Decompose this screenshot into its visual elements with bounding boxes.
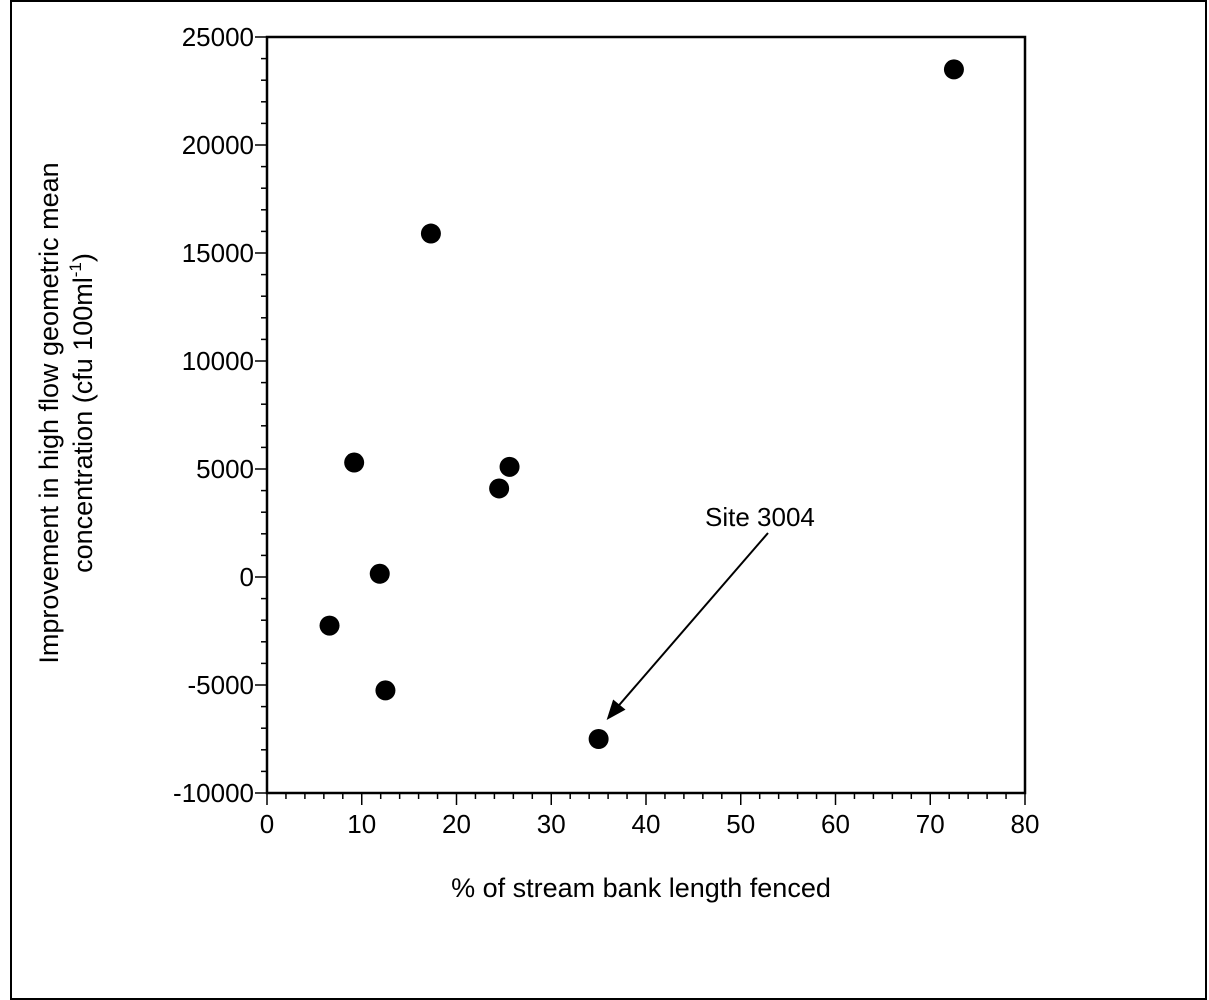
x-axis-tick-labels: 0 10 20 30 40 50 60 70 80	[260, 809, 1040, 839]
data-point	[943, 59, 964, 80]
data-point	[375, 680, 396, 701]
data-point	[588, 729, 609, 749]
y-tick-label: -5000	[188, 670, 255, 700]
y-axis-ticks	[255, 36, 267, 794]
y-tick-label: 0	[240, 562, 254, 592]
y-tick-label: -10000	[173, 778, 254, 808]
y-tick-label: 15000	[182, 238, 254, 268]
data-point	[420, 223, 441, 244]
x-tick-label: 10	[347, 809, 376, 839]
y-axis-title: Improvement in high flow geometric mean …	[34, 162, 98, 663]
y-tick-label: 25000	[182, 22, 254, 52]
data-point	[489, 478, 510, 499]
x-tick-label: 0	[260, 809, 274, 839]
y-axis-tick-labels: -10000 -5000 0 5000 10000 15000 20000 25000	[173, 22, 254, 808]
data-point	[344, 452, 365, 473]
annotation-arrow-line	[613, 532, 769, 712]
x-tick-label: 60	[821, 809, 850, 839]
y-tick-label: 5000	[196, 454, 254, 484]
y-tick-label: 10000	[182, 346, 254, 376]
x-tick-label: 70	[916, 809, 945, 839]
y-axis-title-line2-end: )	[68, 253, 98, 262]
y-tick-label: 20000	[182, 130, 254, 160]
data-point	[319, 615, 340, 636]
y-axis-title-line2-sup: -1	[66, 262, 85, 277]
x-axis-ticks	[266, 793, 1026, 805]
data-point	[499, 456, 520, 477]
site-annotation: Site 3004	[606, 502, 815, 720]
data-point	[369, 563, 390, 584]
annotation-label: Site 3004	[705, 502, 815, 532]
x-axis-title: % of stream bank length fenced	[451, 873, 831, 903]
x-tick-label: 80	[1011, 809, 1040, 839]
annotation-arrow-head	[606, 699, 626, 720]
x-tick-label: 20	[442, 809, 471, 839]
plot-area-border	[265, 35, 1027, 795]
y-axis-title-line1: Improvement in high flow geometric mean	[34, 162, 64, 663]
y-axis-title-line2-main: concentration (cfu 100ml	[68, 277, 98, 573]
x-tick-label: 40	[632, 809, 661, 839]
y-axis-title-line2: concentration (cfu 100ml-1)	[66, 253, 98, 573]
x-tick-label: 30	[537, 809, 566, 839]
data-points	[319, 59, 964, 749]
x-tick-label: 50	[726, 809, 755, 839]
